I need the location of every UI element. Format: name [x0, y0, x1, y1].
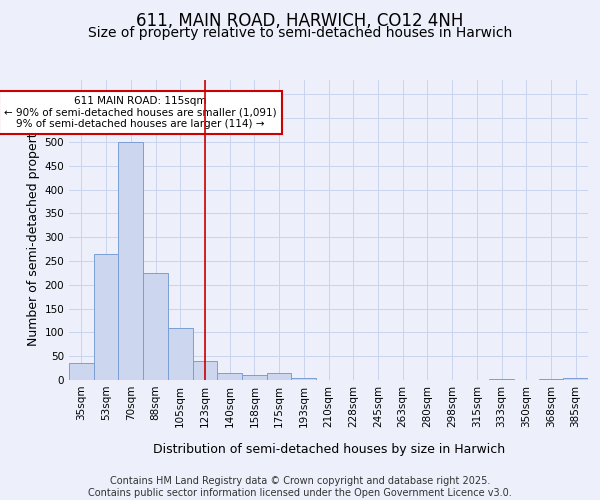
Bar: [489, 378, 514, 380]
Bar: [118, 142, 143, 380]
Bar: [143, 273, 168, 380]
Bar: [193, 361, 217, 380]
Bar: [292, 378, 316, 380]
Bar: [563, 378, 588, 380]
Bar: [168, 328, 193, 380]
Bar: [539, 378, 563, 380]
Text: Distribution of semi-detached houses by size in Harwich: Distribution of semi-detached houses by …: [153, 442, 505, 456]
Text: Contains HM Land Registry data © Crown copyright and database right 2025.
Contai: Contains HM Land Registry data © Crown c…: [88, 476, 512, 498]
Text: 611, MAIN ROAD, HARWICH, CO12 4NH: 611, MAIN ROAD, HARWICH, CO12 4NH: [136, 12, 464, 30]
Bar: [217, 373, 242, 380]
Bar: [242, 375, 267, 380]
Text: 611 MAIN ROAD: 115sqm
← 90% of semi-detached houses are smaller (1,091)
9% of se: 611 MAIN ROAD: 115sqm ← 90% of semi-deta…: [4, 96, 277, 129]
Bar: [267, 373, 292, 380]
Bar: [94, 254, 118, 380]
Y-axis label: Number of semi-detached properties: Number of semi-detached properties: [27, 114, 40, 346]
Text: Size of property relative to semi-detached houses in Harwich: Size of property relative to semi-detach…: [88, 26, 512, 40]
Bar: [69, 364, 94, 380]
